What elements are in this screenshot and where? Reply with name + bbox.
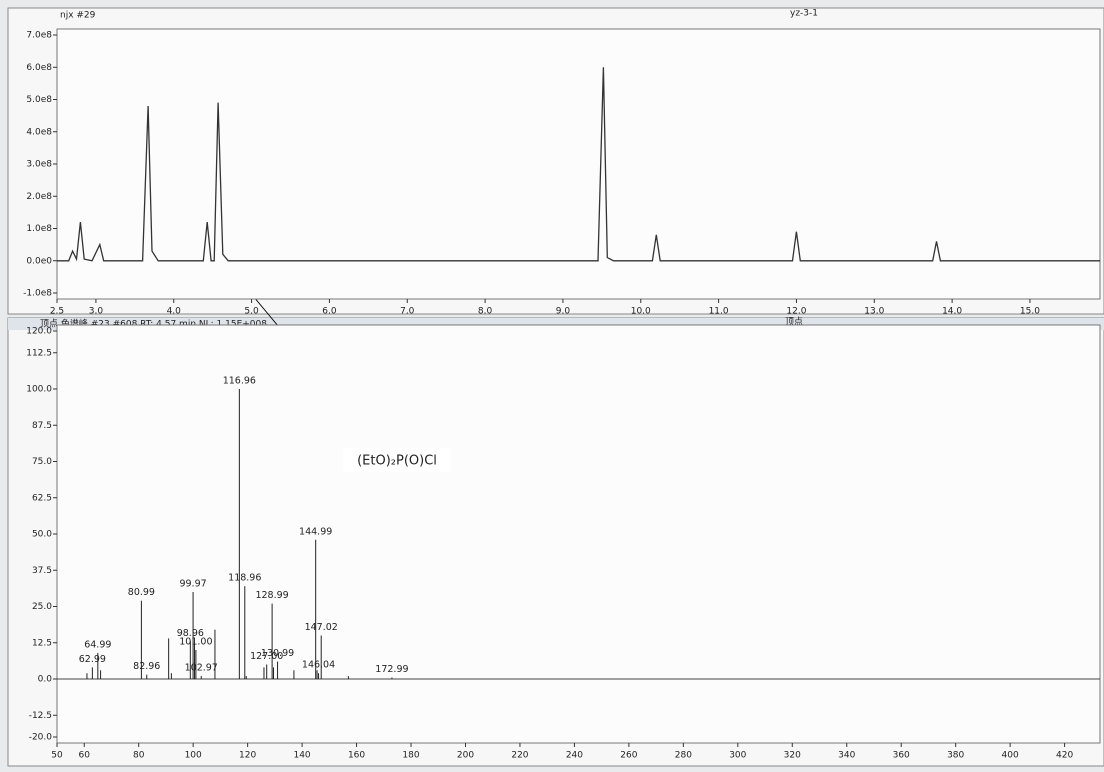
x-tick-label: 14.0 xyxy=(942,307,962,317)
y-tick-label: 12.5 xyxy=(32,638,52,648)
x-tick-label: 5.0 xyxy=(244,307,259,317)
y-tick-label: 3.0e8 xyxy=(26,160,52,170)
y-tick-label: 6.0e8 xyxy=(26,63,52,73)
peak-label: 80.99 xyxy=(128,587,155,598)
peak-label: 116.96 xyxy=(223,376,256,387)
y-tick-label: -1.0e8 xyxy=(23,289,52,299)
peak-label: 144.99 xyxy=(299,526,332,537)
peak-label: 62.99 xyxy=(79,654,106,665)
x-tick-label: 80 xyxy=(133,751,145,761)
x-tick-label: 4.0 xyxy=(167,307,182,317)
y-tick-label: 25.0 xyxy=(32,602,52,612)
peak-label: 127.00 xyxy=(250,651,283,662)
y-tick-label: 4.0e8 xyxy=(26,127,52,137)
x-tick-label: 60 xyxy=(79,751,91,761)
x-tick-label: 10.0 xyxy=(631,307,651,317)
peak-label: 64.99 xyxy=(84,639,111,650)
x-tick-label: 100 xyxy=(185,751,202,761)
x-tick-label: 200 xyxy=(457,751,474,761)
x-tick-label: 2.5 xyxy=(50,307,64,317)
x-tick-label: 420 xyxy=(1056,751,1073,761)
y-tick-label: 100.0 xyxy=(26,385,52,395)
x-tick-label: 260 xyxy=(620,751,637,761)
peak-label: 98.96 xyxy=(177,628,204,639)
y-tick-label: 0.0e0 xyxy=(26,256,52,266)
x-tick-label: 280 xyxy=(675,751,692,761)
x-tick-label: 300 xyxy=(729,751,746,761)
chromatogram-trace xyxy=(57,67,1100,262)
peak-label: 118.96 xyxy=(228,573,261,584)
x-tick-label: 13.0 xyxy=(864,307,884,317)
x-tick-label: 120 xyxy=(239,751,256,761)
annotation-box xyxy=(343,448,451,472)
peak-label: 172.99 xyxy=(375,664,408,675)
y-tick-label: 120.0 xyxy=(26,327,52,337)
y-tick-label: 62.5 xyxy=(32,493,52,503)
y-tick-label: 5.0e8 xyxy=(26,95,52,105)
x-tick-label: 380 xyxy=(947,751,964,761)
annotation: (EtO)₂P(O)Cl xyxy=(357,454,437,469)
chromatogram-subtitle: yz-3-1 xyxy=(790,9,818,19)
x-tick-label: 400 xyxy=(1002,751,1019,761)
peak-label: 147.02 xyxy=(305,622,338,633)
x-tick-label: 12.0 xyxy=(786,307,806,317)
x-tick-label: 6.0 xyxy=(322,307,337,317)
x-tick-label: 340 xyxy=(838,751,855,761)
y-tick-label: 75.0 xyxy=(32,457,52,467)
y-tick-label: -20.0 xyxy=(29,733,53,743)
y-tick-label: 1.0e8 xyxy=(26,224,52,234)
peak-label: 128.99 xyxy=(255,590,288,601)
y-tick-label: -12.5 xyxy=(29,711,52,721)
x-tick-label: 140 xyxy=(293,751,310,761)
y-tick-label: 112.5 xyxy=(26,348,52,358)
x-tick-label: 8.0 xyxy=(478,307,493,317)
plot-area xyxy=(56,324,1101,744)
peak-label: 130.99 xyxy=(261,648,294,659)
y-tick-label: 50.0 xyxy=(32,530,52,540)
y-tick-label: 2.0e8 xyxy=(26,192,52,202)
x-tick-label: 3.0 xyxy=(89,307,104,317)
y-tick-label: 0.0 xyxy=(38,675,53,685)
peak-label: 82.96 xyxy=(133,661,160,672)
peak-label: 101.00 xyxy=(179,637,212,648)
y-tick-label: 87.5 xyxy=(32,421,52,431)
x-tick-label: 320 xyxy=(784,751,801,761)
x-tick-label: 240 xyxy=(566,751,583,761)
x-tick-label: 220 xyxy=(511,751,528,761)
peak-label: 146.04 xyxy=(302,660,335,671)
x-tick-label: 11.0 xyxy=(709,307,729,317)
x-tick-label: 180 xyxy=(402,751,419,761)
x-tick-label: 9.0 xyxy=(556,307,571,317)
y-tick-label: 37.5 xyxy=(32,566,52,576)
peak-label: 102.97 xyxy=(185,663,218,674)
x-tick-label: 360 xyxy=(893,751,910,761)
y-tick-label: 7.0e8 xyxy=(26,31,52,41)
spectrum-subtitle: 顶点 xyxy=(785,317,803,328)
x-tick-label: 50 xyxy=(51,751,63,761)
x-tick-label: 160 xyxy=(348,751,365,761)
chromatogram-title: njx #29 xyxy=(60,11,96,21)
peak-label: 99.97 xyxy=(179,579,206,590)
x-tick-label: 7.0 xyxy=(400,307,415,317)
plot-area xyxy=(56,28,1101,300)
x-tick-label: 15.0 xyxy=(1020,307,1040,317)
